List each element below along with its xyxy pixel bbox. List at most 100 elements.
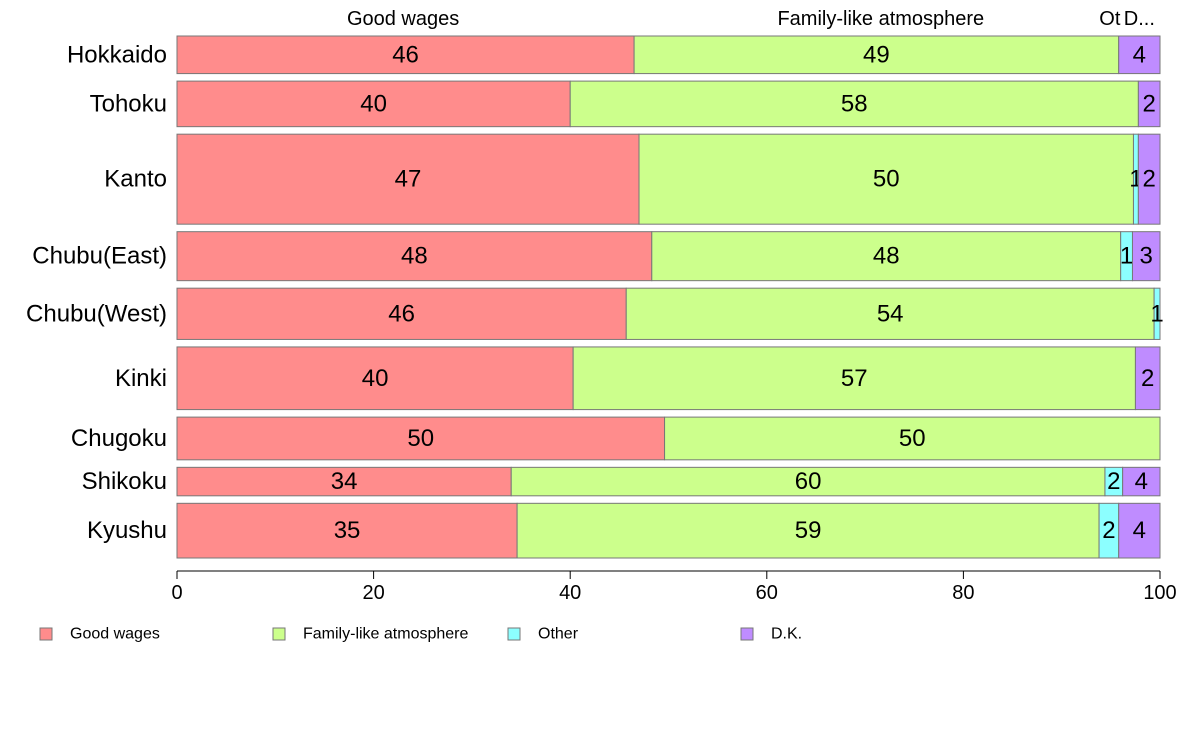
legend-swatch-family-like-atmosphere: [272, 627, 286, 641]
bar-kinki-d-k: [1134, 346, 1161, 411]
x-tick-label-100: 100: [1143, 582, 1176, 604]
data-label-kanto-d-k: 2: [1143, 166, 1156, 193]
category-label-chubu-west: Chubu(West): [26, 300, 167, 327]
bar-row-kinki: 40 57 2: [176, 346, 1161, 411]
bar-row-kanto: 47 50 1 2: [176, 133, 1161, 225]
bar-shikoku-family-like-atmosphere: [510, 466, 1106, 497]
bar-kanto-family-like-atmosphere: [638, 133, 1134, 225]
data-label-chugoku-family-like-atmosphere: 50: [899, 425, 926, 452]
data-label-kyushu-good-wages: 35: [334, 517, 361, 544]
bar-hokkaido-d-k: [1118, 35, 1161, 75]
category-label-kanto: Kanto: [104, 166, 167, 193]
category-label-hokkaido: Hokkaido: [67, 41, 167, 68]
data-label-kinki-good-wages: 40: [362, 365, 389, 392]
x-tick-label-60: 60: [756, 582, 778, 604]
category-label-shikoku: Shikoku: [82, 468, 167, 495]
data-label-kanto-good-wages: 47: [395, 166, 422, 193]
top-label-ot: Ot: [1099, 8, 1121, 30]
data-label-kinki-family-like-atmosphere: 57: [841, 365, 868, 392]
data-label-shikoku-good-wages: 34: [331, 468, 358, 495]
legend-swatch-other: [507, 627, 521, 641]
data-label-kanto-family-like-atmosphere: 50: [873, 166, 900, 193]
bar-chugoku-good-wages: [176, 416, 666, 461]
bar-kanto-good-wages: [176, 133, 640, 225]
data-label-chugoku-good-wages: 50: [407, 425, 434, 452]
bar-hokkaido-good-wages: [176, 35, 635, 75]
legend: Good wages Family-like atmosphere Other D.K…: [39, 626, 802, 643]
data-label-tohoku-family-like-atmosphere: 58: [841, 90, 868, 117]
bar-kyushu-family-like-atmosphere: [516, 502, 1100, 559]
x-tick-label-40: 40: [559, 582, 581, 604]
legend-item-good-wages: Good wages: [39, 626, 160, 643]
top-label-good-wages: Good wages: [347, 8, 459, 30]
data-label-chubu-west-other: 1: [1150, 300, 1163, 327]
data-label-tohoku-d-k: 2: [1143, 90, 1156, 117]
data-label-chubu-east-other: 1: [1120, 243, 1133, 270]
top-segment-labels: Good wages Family-like atmosphere Ot D...: [347, 8, 1155, 30]
bar-hokkaido-family-like-atmosphere: [633, 35, 1120, 75]
bar-kyushu-d-k: [1118, 502, 1161, 559]
bar-row-hokkaido: 46 49 4: [176, 35, 1161, 75]
data-label-shikoku-other: 2: [1107, 468, 1120, 495]
bar-chubu-west-family-like-atmosphere: [625, 287, 1155, 340]
top-label-d: D...: [1124, 8, 1155, 30]
legend-label-d-k: D.K.: [771, 626, 802, 643]
data-label-hokkaido-family-like-atmosphere: 49: [863, 41, 890, 68]
data-label-kyushu-d-k: 4: [1133, 517, 1146, 544]
legend-label-other: Other: [538, 626, 579, 643]
data-label-kyushu-other: 2: [1102, 517, 1115, 544]
bar-chubu-east-family-like-atmosphere: [651, 231, 1122, 282]
bar-tohoku-family-like-atmosphere: [569, 80, 1139, 128]
data-label-chubu-east-family-like-atmosphere: 48: [873, 243, 900, 270]
data-label-hokkaido-good-wages: 46: [392, 41, 419, 68]
legend-item-other: Other: [507, 626, 579, 643]
x-tick-label-80: 80: [952, 582, 974, 604]
data-label-shikoku-family-like-atmosphere: 60: [795, 468, 822, 495]
data-label-kyushu-family-like-atmosphere: 59: [795, 517, 822, 544]
data-label-kinki-d-k: 2: [1141, 365, 1154, 392]
bar-row-shikoku: 34 60 2 4: [176, 466, 1161, 497]
bar-chugoku-family-like-atmosphere: [664, 416, 1161, 461]
bar-kinki-family-like-atmosphere: [572, 346, 1136, 411]
bar-chubu-east-d-k: [1131, 231, 1161, 282]
legend-label-family-like-atmosphere: Family-like atmosphere: [303, 626, 468, 643]
bar-row-chugoku: 50 50: [176, 416, 1161, 461]
category-label-tohoku: Tohoku: [90, 90, 167, 117]
data-label-shikoku-d-k: 4: [1135, 468, 1148, 495]
data-label-tohoku-good-wages: 40: [360, 90, 387, 117]
category-label-chubu-east: Chubu(East): [32, 243, 167, 270]
category-label-kinki: Kinki: [115, 365, 167, 392]
bar-shikoku-d-k: [1122, 466, 1161, 497]
category-label-kyushu: Kyushu: [87, 517, 167, 544]
bar-shikoku-good-wages: [176, 466, 512, 497]
bar-tohoku-d-k: [1137, 80, 1161, 128]
bar-chubu-west-other: [1153, 287, 1161, 340]
x-axis: 0 20 40 60 80 100: [171, 570, 1177, 604]
x-tick-label-20: 20: [362, 582, 384, 604]
legend-swatch-d-k: [740, 627, 754, 641]
legend-swatch-good-wages: [39, 627, 53, 641]
bar-kyushu-good-wages: [176, 502, 518, 559]
legend-item-d-k: D.K.: [740, 626, 802, 643]
category-label-chugoku: Chugoku: [71, 425, 167, 452]
top-label-family-like-atmosphere: Family-like atmosphere: [777, 8, 984, 30]
bar-row-kyushu: 35 59 2 4: [176, 502, 1161, 559]
bar-tohoku-good-wages: [176, 80, 571, 128]
bar-row-chubu-west: 46 54 1: [176, 287, 1164, 340]
data-label-chubu-east-d-k: 3: [1140, 243, 1153, 270]
bar-kanto-d-k: [1137, 133, 1161, 225]
legend-item-family-like-atmosphere: Family-like atmosphere: [272, 626, 468, 643]
bar-row-chubu-east: 48 48 1 3: [176, 231, 1161, 282]
legend-label-good-wages: Good wages: [70, 626, 160, 643]
data-label-chubu-west-good-wages: 46: [388, 300, 415, 327]
bar-chubu-east-good-wages: [176, 231, 653, 282]
bar-chubu-west-good-wages: [176, 287, 627, 340]
data-label-chubu-east-good-wages: 48: [401, 243, 428, 270]
x-tick-label-0: 0: [171, 582, 182, 604]
data-label-chubu-west-family-like-atmosphere: 54: [877, 300, 904, 327]
bar-row-tohoku: 40 58 2: [176, 80, 1161, 128]
data-label-hokkaido-d-k: 4: [1133, 41, 1146, 68]
category-labels: Hokkaido Tohoku Kanto Chubu(East) Chubu(West…: [26, 41, 167, 544]
